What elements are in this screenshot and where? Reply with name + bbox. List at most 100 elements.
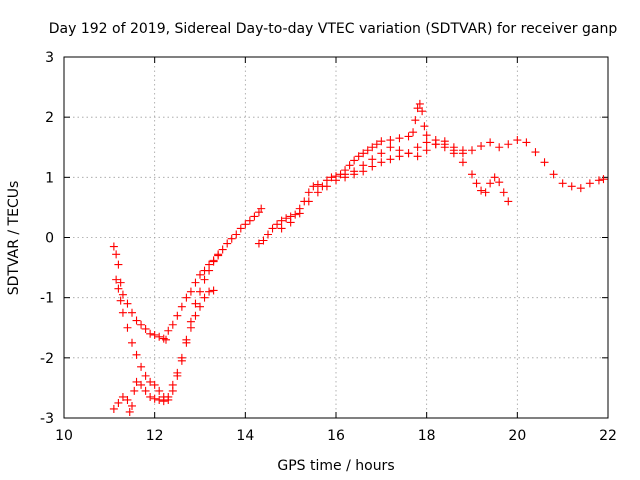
data-point (116, 296, 125, 305)
data-point (123, 395, 132, 404)
data-point (186, 287, 195, 296)
data-point (504, 197, 513, 206)
data-point (313, 180, 322, 189)
data-point (205, 287, 214, 296)
data-point (413, 104, 422, 113)
data-point (477, 142, 486, 151)
data-point (123, 323, 132, 332)
data-point (594, 176, 603, 185)
data-point (257, 204, 266, 213)
data-point (141, 371, 150, 380)
data-point (327, 173, 336, 182)
data-point (567, 182, 576, 191)
data-point (264, 230, 272, 239)
data-point (146, 377, 155, 386)
series-lower-arc (109, 250, 223, 416)
data-point (118, 308, 127, 317)
data-point (268, 224, 277, 233)
data-point (286, 218, 295, 227)
data-point (209, 286, 218, 295)
data-point (227, 234, 236, 243)
data-point (468, 146, 476, 155)
data-point (173, 368, 182, 377)
x-tick-label: 14 (236, 428, 254, 444)
data-point (291, 210, 300, 219)
data-point (468, 170, 476, 179)
data-point (254, 239, 263, 248)
data-point (155, 386, 164, 395)
data-point (114, 284, 123, 293)
data-point (359, 149, 368, 158)
data-point (141, 386, 150, 395)
data-point (499, 188, 508, 197)
data-point (486, 138, 495, 147)
x-tick-label: 18 (418, 428, 436, 444)
data-point (150, 330, 159, 339)
data-point (137, 380, 146, 389)
y-tick-label: 2 (45, 110, 54, 126)
data-point (386, 136, 395, 145)
data-point (250, 212, 259, 221)
data-point (168, 380, 177, 389)
y-tick-label: 1 (45, 170, 54, 186)
data-point (141, 324, 150, 333)
data-point (137, 320, 146, 329)
y-tick-label: 0 (45, 231, 54, 247)
data-point (146, 329, 155, 338)
y-tick-label: 3 (45, 50, 54, 66)
data-point (420, 122, 429, 131)
data-point (186, 317, 195, 326)
series-evening-track-A (254, 99, 513, 248)
data-point (159, 397, 168, 406)
data-point (150, 380, 159, 389)
data-point (112, 250, 121, 259)
data-point (481, 188, 490, 197)
data-point (128, 308, 136, 317)
data-point (368, 155, 377, 164)
data-point (155, 332, 164, 341)
data-point (368, 162, 377, 171)
data-point (236, 224, 245, 233)
data-point (350, 156, 359, 165)
data-point (177, 353, 186, 362)
data-point (309, 182, 318, 191)
data-point (377, 149, 386, 158)
data-point (377, 137, 386, 146)
data-point (599, 175, 608, 184)
data-point (168, 320, 177, 329)
data-point (114, 260, 123, 269)
data-point (486, 179, 495, 188)
data-point (205, 266, 214, 275)
x-axis-label: GPS time / hours (277, 458, 394, 474)
data-point (418, 107, 427, 116)
data-point (415, 99, 424, 108)
data-point (191, 278, 200, 287)
data-point (576, 184, 585, 193)
data-point (109, 242, 118, 251)
x-tick-label: 20 (508, 428, 526, 444)
data-point (191, 299, 200, 308)
x-tick-label: 12 (146, 428, 164, 444)
data-point (209, 257, 218, 266)
data-point (132, 377, 141, 386)
data-point (123, 299, 132, 308)
data-point (182, 293, 191, 302)
data-point (504, 140, 513, 149)
data-point (114, 398, 123, 407)
data-point (245, 216, 254, 225)
data-point (132, 350, 141, 359)
data-point (191, 311, 200, 320)
data-point (422, 146, 431, 155)
data-point (196, 270, 204, 279)
data-point (146, 392, 155, 401)
data-point (404, 132, 413, 141)
data-point (585, 179, 594, 188)
data-point (490, 173, 499, 182)
data-point (130, 386, 139, 395)
y-tick-label: -1 (40, 291, 54, 307)
data-point (477, 186, 486, 195)
data-point (162, 335, 170, 344)
data-point (522, 138, 531, 147)
data-point (128, 401, 136, 410)
